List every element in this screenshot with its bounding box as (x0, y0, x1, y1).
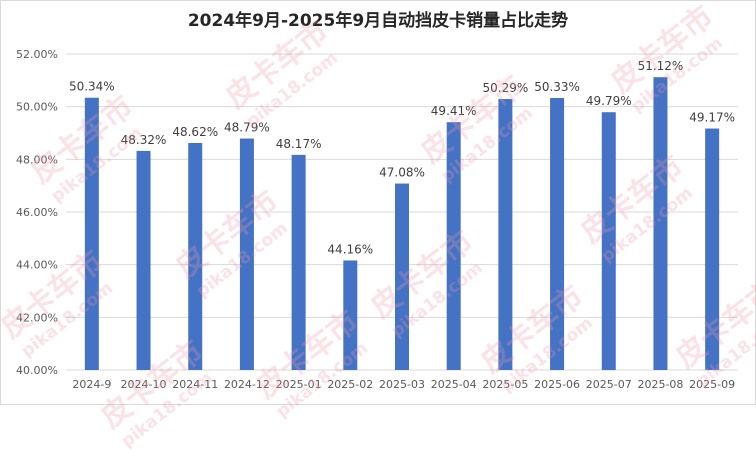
data-label: 48.32% (121, 133, 167, 147)
bar (705, 128, 720, 370)
data-label: 50.33% (534, 80, 580, 94)
x-tick-label: 2025-06 (534, 378, 580, 391)
bar (395, 183, 409, 370)
y-tick-label: 42.00% (16, 311, 58, 324)
data-label: 51.12% (638, 59, 684, 73)
bar (136, 150, 151, 370)
y-tick-label: 40.00% (16, 364, 58, 377)
y-tick-label: 52.00% (16, 48, 58, 61)
y-tick-label: 44.00% (16, 259, 58, 272)
y-axis-ticks: 40.00% 42.00% 44.00% 46.00% 48.00% 50.00% 52.0… (16, 48, 58, 377)
y-tick-label: 48.00% (16, 153, 58, 166)
bar (498, 99, 513, 370)
x-tick-label: 2025-01 (276, 378, 322, 391)
x-tick-label: 2024-12 (224, 378, 270, 391)
data-label: 49.79% (586, 94, 632, 108)
data-label: 44.16% (327, 242, 373, 256)
x-tick-label: 2025-03 (379, 378, 425, 391)
bar-chart: 40.00% 42.00% 44.00% 46.00% 48.00% 50.00% 52.0… (16, 48, 738, 391)
bar (239, 138, 254, 370)
bar (84, 97, 99, 371)
x-tick-label: 2024-9 (72, 378, 111, 391)
bar (550, 97, 565, 370)
bar (601, 112, 616, 371)
data-label: 49.17% (689, 111, 735, 125)
x-tick-label: 2025-04 (431, 378, 477, 391)
data-label: 47.08% (379, 166, 425, 180)
data-label: 48.17% (276, 137, 322, 151)
data-label: 48.62% (172, 125, 218, 139)
x-tick-label: 2025-02 (327, 378, 373, 391)
data-label: 48.79% (224, 121, 270, 135)
y-tick-label: 50.00% (16, 101, 58, 114)
chart-frame (0, 0, 756, 405)
chart-title: 2024年9月-2025年9月自动挡皮卡销量占比走势 (187, 11, 569, 31)
bar (188, 143, 203, 370)
bars (84, 77, 720, 371)
bar (653, 77, 668, 370)
x-tick-label: 2025-05 (482, 378, 528, 391)
y-tick-label: 46.00% (16, 206, 58, 219)
x-axis-ticks: 2024-9 2024-10 2024-11 2024-12 2025-01 2025-0… (72, 378, 735, 391)
data-label: 49.41% (431, 104, 477, 118)
data-label: 50.29% (483, 81, 529, 95)
x-tick-label: 2024-10 (121, 378, 167, 391)
bar (343, 260, 358, 370)
x-tick-label: 2025-07 (586, 378, 632, 391)
x-tick-label: 2024-11 (172, 378, 218, 391)
x-tick-label: 2025-08 (637, 378, 683, 391)
data-label: 50.34% (69, 80, 115, 94)
x-tick-label: 2025-09 (689, 378, 735, 391)
bar (446, 122, 461, 370)
value-labels: 50.34% 48.32% 48.62% 48.79% 48.17% 44.16% 47.0… (69, 59, 735, 256)
bar (291, 154, 306, 370)
